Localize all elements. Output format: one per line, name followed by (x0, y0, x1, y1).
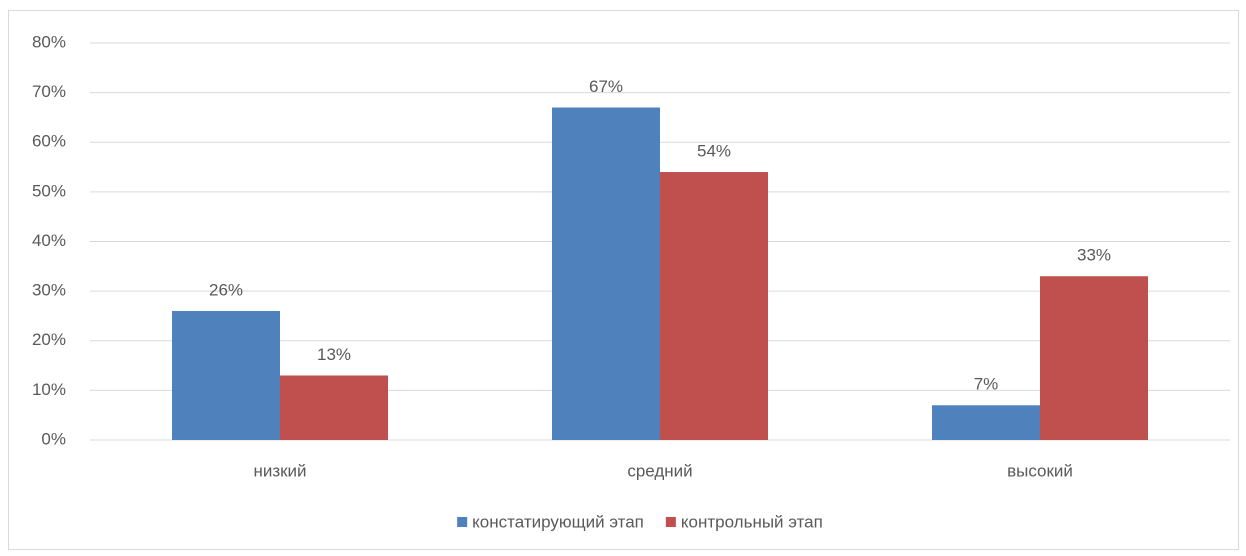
y-tick-label: 80% (32, 32, 66, 51)
legend-swatch (665, 517, 676, 527)
legend-label: контрольный этап (681, 512, 823, 531)
y-tick-label: 50% (32, 181, 66, 200)
x-tick-label: высокий (1007, 461, 1073, 480)
y-tick-label: 0% (41, 429, 66, 448)
bar (172, 310, 280, 440)
value-label: 67% (589, 77, 623, 96)
value-label: 33% (1077, 246, 1111, 265)
bar (1040, 276, 1148, 440)
value-label: 13% (317, 345, 351, 364)
legend-label: констатирующий этап (472, 512, 644, 531)
x-tick-label: средний (627, 461, 692, 480)
bar (552, 107, 660, 440)
bar (280, 375, 388, 440)
y-tick-label: 10% (32, 380, 66, 399)
bar (932, 405, 1040, 440)
y-tick-label: 40% (32, 231, 66, 250)
y-tick-label: 60% (32, 132, 66, 151)
y-tick-label: 20% (32, 330, 66, 349)
bar (660, 172, 768, 440)
x-tick-label: низкий (253, 461, 306, 480)
y-tick-label: 70% (32, 82, 66, 101)
value-label: 26% (209, 280, 243, 299)
value-label: 7% (974, 375, 999, 394)
legend-swatch (457, 517, 468, 527)
value-label: 54% (697, 142, 731, 161)
y-tick-label: 30% (32, 281, 66, 300)
